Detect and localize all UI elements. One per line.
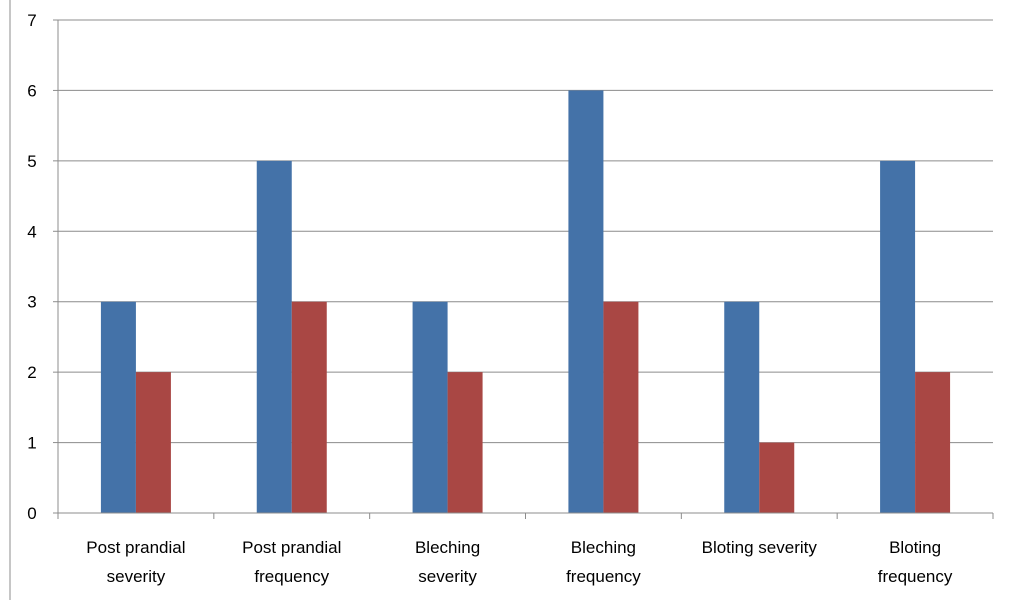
bars <box>100 90 951 513</box>
bar-series2 <box>759 442 795 513</box>
y-tick-label: 2 <box>27 363 36 382</box>
bar-series1 <box>568 90 604 513</box>
x-tick-label-line: Bloting <box>889 538 941 557</box>
x-tick-labels: Post prandial severity Post prandial freque… <box>86 538 953 586</box>
bar-series1 <box>100 301 136 513</box>
bar-series2 <box>135 372 171 513</box>
axes <box>53 19 994 519</box>
bar-series2 <box>447 372 483 513</box>
bar-series1 <box>412 301 448 513</box>
bar-series1 <box>256 160 292 513</box>
x-tick-label-line: Bleching <box>415 538 480 557</box>
bar-series2 <box>603 301 639 513</box>
x-tick-label-line: frequency <box>566 567 641 586</box>
y-tick-label: 0 <box>27 504 36 523</box>
bar-series2 <box>291 301 327 513</box>
y-tick-labels: 0 1 2 3 4 5 6 7 <box>27 11 36 523</box>
y-tick-label: 5 <box>27 152 36 171</box>
y-tick-label: 1 <box>27 434 36 453</box>
x-tick-label: Post prandial frequency <box>242 538 341 586</box>
y-tick-label: 6 <box>27 81 36 100</box>
x-tick-label-line: severity <box>107 567 166 586</box>
x-tick-label: Post prandial severity <box>86 538 185 586</box>
x-tick-label-line: frequency <box>254 567 329 586</box>
y-tick-label: 3 <box>27 293 36 312</box>
x-tick-label: Bleching severity <box>415 538 480 586</box>
x-tick-label-line: Bleching <box>571 538 636 557</box>
x-tick-label: Bleching frequency <box>566 538 641 586</box>
bar-series1 <box>880 160 916 513</box>
gridlines <box>58 19 993 444</box>
x-tick-label: Bloting severity <box>702 538 818 557</box>
x-tick-label-line: Post prandial <box>86 538 185 557</box>
bar-series1 <box>724 301 760 513</box>
x-tick-label-line: Bloting severity <box>702 538 818 557</box>
y-tick-label: 4 <box>27 222 36 241</box>
x-tick-label: Bloting frequency <box>878 538 953 586</box>
bar-series2 <box>915 372 951 513</box>
x-tick-label-line: Post prandial <box>242 538 341 557</box>
x-tick-label-line: frequency <box>878 567 953 586</box>
x-tick-label-line: severity <box>418 567 477 586</box>
y-tick-label: 7 <box>27 11 36 30</box>
